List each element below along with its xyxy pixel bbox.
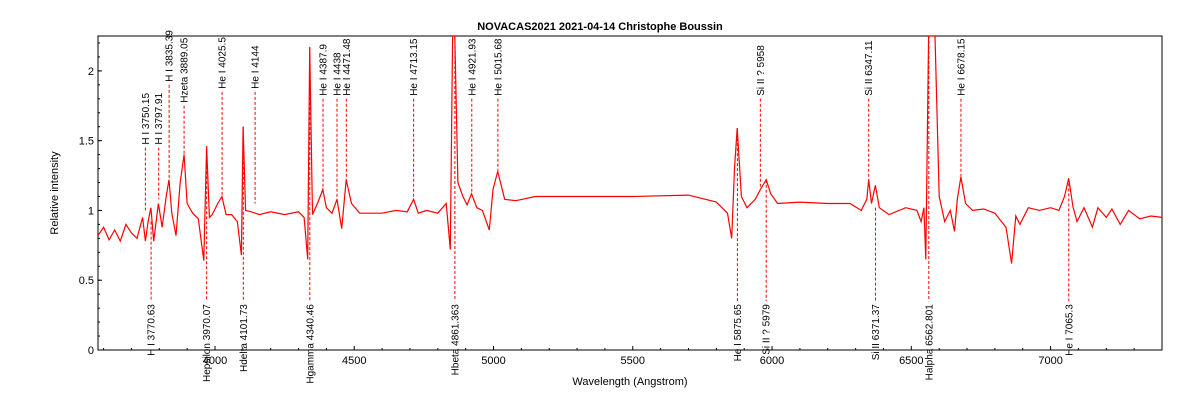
line-id-label: He I 4438 [332,52,343,96]
line-id-label: Si II 6371.37 [871,304,882,361]
line-id-label: He I 7065.3 [1064,304,1075,356]
line-id-label: Hepsilon 3970.07 [202,304,213,382]
x-tick-label: 4500 [342,355,366,367]
line-id-label: He I 4025.5 [218,37,229,89]
chart-title: NOVACAS2021 2021-04-14 Christophe Boussi… [477,21,723,33]
line-id-label: He I 6678.15 [956,38,967,96]
x-axis-ticks: 4000 4500 5000 5500 6000 6500 7000 [103,346,1163,367]
x-tick-label: 6500 [899,355,923,367]
y-tick-label: 2 [88,66,94,78]
x-axis-title: Wavelength (Angstrom) [572,376,687,388]
line-id-label: He I 4471.48 [342,38,353,96]
line-id-label: He I 4387.9 [319,44,330,96]
line-id-label: He I 5875.65 [733,304,744,362]
x-tick-label: 7000 [1038,355,1062,367]
line-id-label: Hzeta 3889.05 [180,37,191,102]
line-id-label: He I 4144 [251,45,262,89]
y-axis-ticks: 0 0.5 1 1.5 2 [79,42,102,357]
x-tick-label: 5500 [621,355,645,367]
y-axis-title: Relative intensity [49,151,61,235]
line-id-label: H I 3770.63 [147,304,158,356]
line-id-label: He I 4921.93 [467,38,478,96]
y-tick-label: 0 [88,345,94,357]
line-id-label: Hdelta 4101.73 [239,304,250,372]
x-tick-label: 4000 [203,355,227,367]
spectrum-line [98,36,1162,264]
line-id-label: H I 3797.91 [154,93,165,145]
x-tick-label: 5000 [481,355,505,367]
plot-area: H I 3750.15 H I 3797.91H I 3835.39 Hzeta 3… [98,30,1162,384]
plot-frame [97,35,1163,351]
line-id-label: He I 5015.68 [493,38,504,96]
line-id-label: Si II 6347.11 [864,40,875,96]
line-id-label: Hgamma 4340.46 [305,304,316,384]
y-tick-label: 1.5 [79,136,94,148]
line-id-label: H I 3835.39 [165,30,176,82]
line-id-label: Si II ? 5979 [762,304,773,355]
line-id-label: Halpha 6562.801 [924,304,935,381]
y-tick-label: 1 [88,205,94,217]
line-id-label: Si II ? 5958 [756,45,767,96]
line-id-label: Hbeta 4861.363 [450,304,461,376]
x-tick-label: 6000 [760,355,784,367]
line-id-label: He I 4713.15 [409,38,420,96]
line-id-label: H I 3750.15 [141,93,152,145]
y-tick-label: 0.5 [79,275,94,287]
